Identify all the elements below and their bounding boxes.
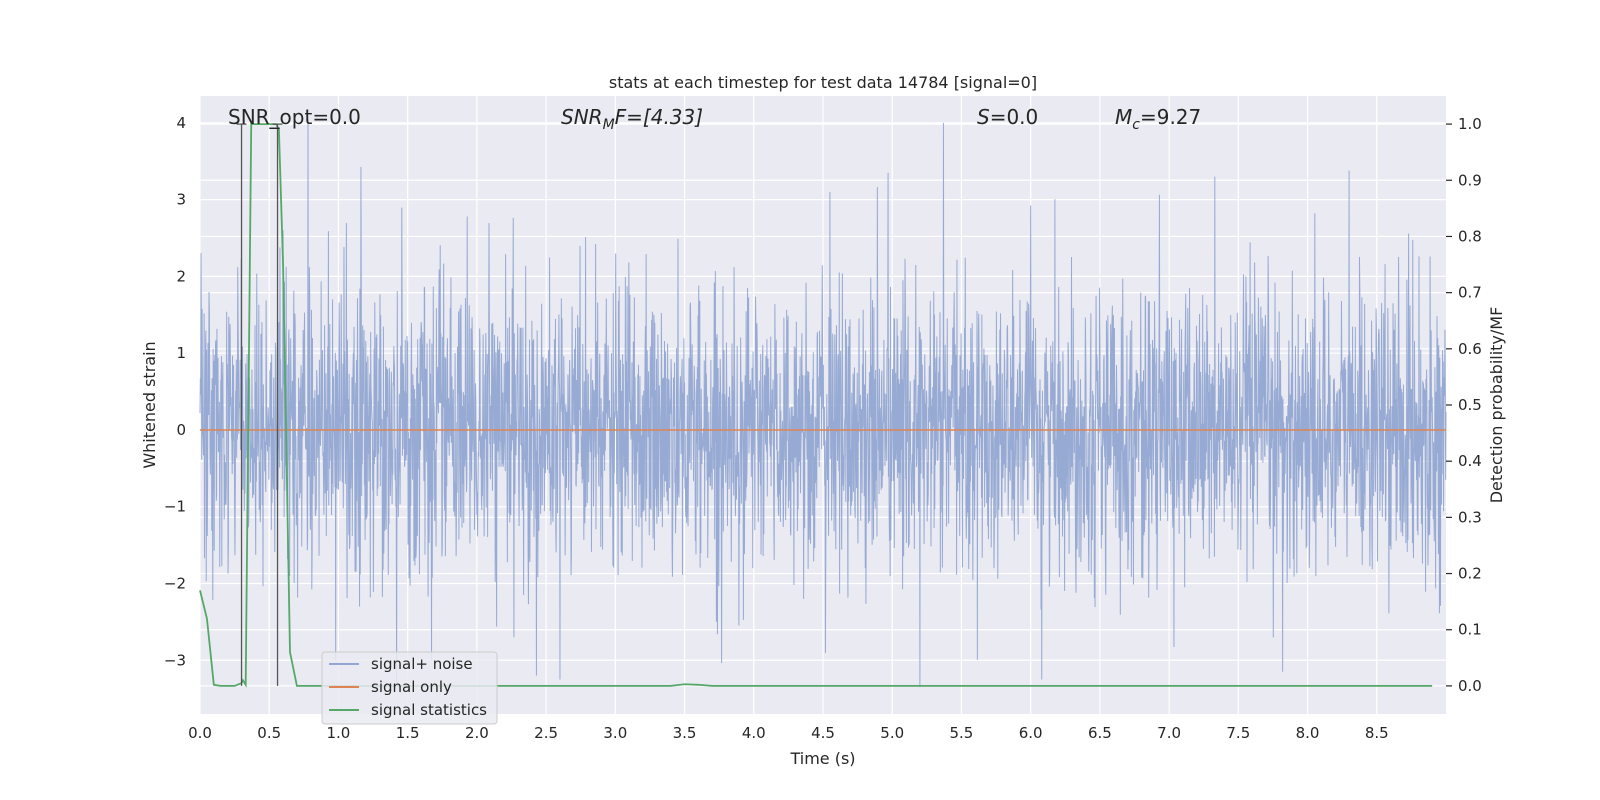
annotation-snr-mf: SNRMF=[4.33] (561, 105, 703, 133)
annotation-s-main: S (977, 105, 990, 129)
x-tick-label: 7.0 (1157, 724, 1181, 742)
annotation-mc: Mc=9.27 (1115, 105, 1201, 133)
x-tick-label: 8.5 (1365, 724, 1389, 742)
x-tick-label: 3.0 (603, 724, 627, 742)
x-tick-label: 4.5 (811, 724, 835, 742)
y-tick-label: −1 (164, 498, 186, 516)
x-tick-label: 5.5 (950, 724, 974, 742)
x-tick-label: 8.0 (1296, 724, 1320, 742)
y2-tick-label: 0.6 (1458, 340, 1482, 358)
x-tick-label: 3.5 (673, 724, 697, 742)
annotation-snr-opt: SNR_opt=0.0 (228, 105, 361, 129)
annotation-snr-mf-main: SNR (561, 105, 603, 129)
annotation-mc-rest: =9.27 (1140, 105, 1201, 129)
y2-tick-label: 0.1 (1458, 621, 1482, 639)
legend-label-signal-statistics: signal statistics (371, 701, 487, 719)
x-tick-label: 1.0 (327, 724, 351, 742)
chart-title: stats at each timestep for test data 147… (609, 73, 1037, 92)
x-tick-label: 2.0 (465, 724, 489, 742)
series-line-signal-noise (199, 119, 1447, 688)
x-tick-label: 6.0 (1019, 724, 1043, 742)
y-tick-label: 0 (176, 421, 186, 439)
y-tick-label: 4 (176, 114, 186, 132)
legend-box (321, 651, 498, 725)
annotation-mc-sub: c (1132, 117, 1140, 133)
y2-tick-label: 0.9 (1458, 171, 1482, 189)
annotation-s-rest: =0.0 (990, 105, 1039, 129)
series-signal-noise (199, 119, 1447, 688)
y2-tick-label: 0.8 (1458, 227, 1482, 245)
y2-tick-label: 1.0 (1458, 115, 1482, 133)
x-tick-label: 0.0 (188, 724, 212, 742)
legend-label-signal-noise: signal+ noise (371, 655, 473, 673)
marker-lines (236, 123, 283, 686)
annotation-snr-mf-sub: M (603, 117, 615, 133)
y2-tick-label: 0.3 (1458, 508, 1482, 526)
legend: signal+ noise signal only signal statist… (321, 651, 498, 725)
y-axis-ticks: −3 −2 −1 0 1 2 3 4 (164, 114, 186, 669)
y2-axis-label: Detection probability/MF (1487, 307, 1506, 504)
y2-tick-label: 0.2 (1458, 565, 1482, 583)
x-tick-label: 4.0 (742, 724, 766, 742)
x-axis-ticks: 0.0 0.5 1.0 1.5 2.0 2.5 3.0 3.5 4.0 4.5 5.0 5.5 6.0 6… (188, 724, 1389, 742)
y2-tick-label: 0.0 (1458, 677, 1482, 695)
x-tick-label: 6.5 (1088, 724, 1112, 742)
y-tick-label: 1 (176, 344, 186, 362)
x-tick-label: 7.5 (1226, 724, 1250, 742)
legend-label-signal-only: signal only (371, 678, 452, 696)
y-tick-label: −2 (164, 574, 186, 592)
y-axis-label: Whitened strain (140, 341, 159, 468)
y-tick-label: 2 (176, 267, 186, 285)
y2-tick-label: 0.5 (1458, 396, 1482, 414)
y-tick-label: 3 (176, 191, 186, 209)
x-axis-label: Time (s) (789, 749, 855, 768)
y2-tick-label: 0.4 (1458, 452, 1482, 470)
annotation-snr-mf-rest: F=[4.33] (615, 105, 703, 129)
y-tick-label: −3 (164, 651, 186, 669)
x-tick-label: 1.5 (396, 724, 420, 742)
x-tick-label: 2.5 (534, 724, 558, 742)
series-line-signal-statistics (199, 123, 1433, 688)
annotation-s: S=0.0 (977, 105, 1038, 129)
series-signal-statistics (199, 123, 1433, 688)
x-tick-label: 5.0 (880, 724, 904, 742)
annotation-mc-main: M (1115, 105, 1132, 129)
y2-tick-label: 0.7 (1458, 284, 1482, 302)
y2-axis-ticks: 0.0 0.1 0.2 0.3 0.4 0.5 0.6 0.7 0.8 0.9 1.0 (1446, 115, 1482, 695)
x-tick-label: 0.5 (257, 724, 281, 742)
